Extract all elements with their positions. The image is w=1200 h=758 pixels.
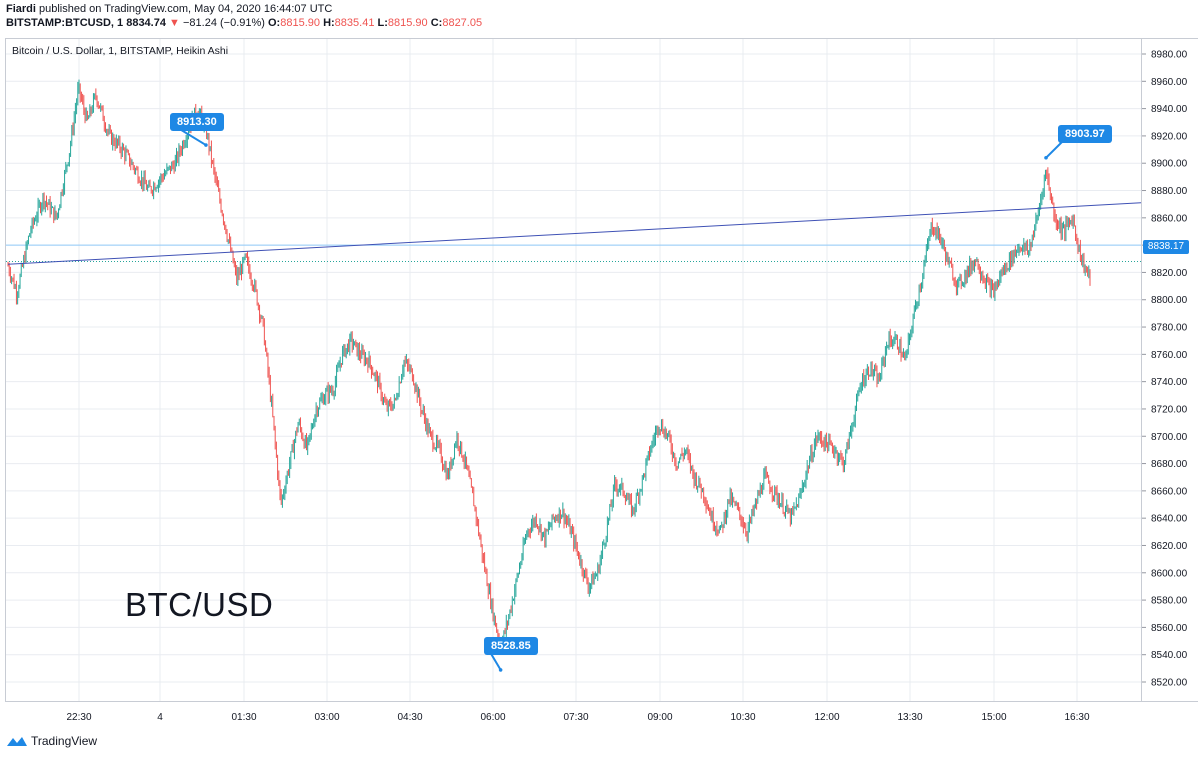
time-tick-label: 16:30 <box>1064 712 1089 723</box>
time-tick-label: 09:00 <box>647 712 672 723</box>
price-tick-label: 8740.00 <box>1151 377 1188 388</box>
open-value: 8815.90 <box>280 17 320 29</box>
chart-watermark-text: BTC/USD <box>125 586 274 623</box>
price-tick-label: 8960.00 <box>1151 77 1188 88</box>
low-label: L: <box>377 17 388 29</box>
price-tick-label: 8780.00 <box>1151 323 1188 334</box>
price-tick-label: 8680.00 <box>1151 459 1188 470</box>
close-value: 8827.05 <box>442 17 483 29</box>
open-label: O: <box>268 17 281 29</box>
price-tick-label: 8700.00 <box>1151 432 1188 443</box>
ohlc-line: BITSTAMP:BTCUSD, 1 8834.74 ▼ −81.24 (−0.… <box>6 16 482 30</box>
down-arrow-icon: ▼ <box>169 17 180 29</box>
price-tick-label: 8640.00 <box>1151 514 1188 525</box>
price-axis[interactable] <box>1142 38 1198 702</box>
price-tick-label: 8560.00 <box>1151 623 1188 634</box>
time-tick-label: 04:30 <box>397 712 422 723</box>
price-tick-label: 8520.00 <box>1151 678 1188 689</box>
footer: TradingView <box>6 734 97 748</box>
publish-info: published on TradingView.com, May 04, 20… <box>35 3 333 15</box>
price-tick-label: 8800.00 <box>1151 295 1188 306</box>
current-price-tag: 8838.17 <box>1143 240 1189 254</box>
price-tick-label: 8900.00 <box>1151 159 1188 170</box>
last-price: 8834.74 <box>126 17 166 29</box>
time-tick-label: 07:30 <box>563 712 588 723</box>
time-tick-label: 01:30 <box>231 712 256 723</box>
time-tick-label: 15:00 <box>981 712 1006 723</box>
price-callout-low[interactable]: 8528.85 <box>484 637 538 655</box>
trendline <box>7 202 1142 265</box>
price-change: −81.24 (−0.91%) <box>182 17 265 29</box>
chart-header: Fiardi published on TradingView.com, May… <box>6 2 482 30</box>
time-tick-label: 03:00 <box>314 712 339 723</box>
low-value: 8815.90 <box>387 17 428 29</box>
price-callout-high-left[interactable]: 8913.30 <box>170 113 224 131</box>
time-tick-label: 10:30 <box>730 712 755 723</box>
author-name[interactable]: Fiardi <box>6 3 36 15</box>
price-tick-label: 8860.00 <box>1151 213 1188 224</box>
price-tick-label: 8760.00 <box>1151 350 1188 361</box>
chart-title: Bitcoin / U.S. Dollar, 1, BITSTAMP, Heik… <box>12 45 229 57</box>
high-label: H: <box>323 17 335 29</box>
price-tick-label: 8540.00 <box>1151 650 1188 661</box>
time-tick-label: 13:30 <box>897 712 922 723</box>
price-tick-label: 8660.00 <box>1151 486 1188 497</box>
price-tick-label: 8600.00 <box>1151 568 1188 579</box>
tradingview-logo-icon[interactable] <box>6 735 28 747</box>
price-tick-label: 8720.00 <box>1151 404 1188 415</box>
price-tick-label: 8940.00 <box>1151 104 1188 115</box>
footer-brand[interactable]: TradingView <box>31 734 98 748</box>
price-tick-label: 8820.00 <box>1151 268 1188 279</box>
symbol-label[interactable]: BITSTAMP:BTCUSD, 1 <box>6 17 124 29</box>
chart-pane[interactable] <box>5 38 1142 702</box>
time-tick-label: 4 <box>157 712 163 723</box>
price-tick-label: 8620.00 <box>1151 541 1188 552</box>
price-callout-high-right[interactable]: 8903.97 <box>1058 125 1112 143</box>
time-tick-label: 12:00 <box>814 712 839 723</box>
high-value: 8835.41 <box>334 17 375 29</box>
price-tick-label: 8920.00 <box>1151 131 1188 142</box>
price-tick-label: 8880.00 <box>1151 186 1188 197</box>
price-tick-label: 8980.00 <box>1151 50 1188 61</box>
time-tick-label: 06:00 <box>480 712 505 723</box>
publish-line: Fiardi published on TradingView.com, May… <box>6 2 482 16</box>
price-tick-label: 8580.00 <box>1151 596 1188 607</box>
time-tick-label: 22:30 <box>66 712 91 723</box>
close-label: C: <box>430 17 443 29</box>
